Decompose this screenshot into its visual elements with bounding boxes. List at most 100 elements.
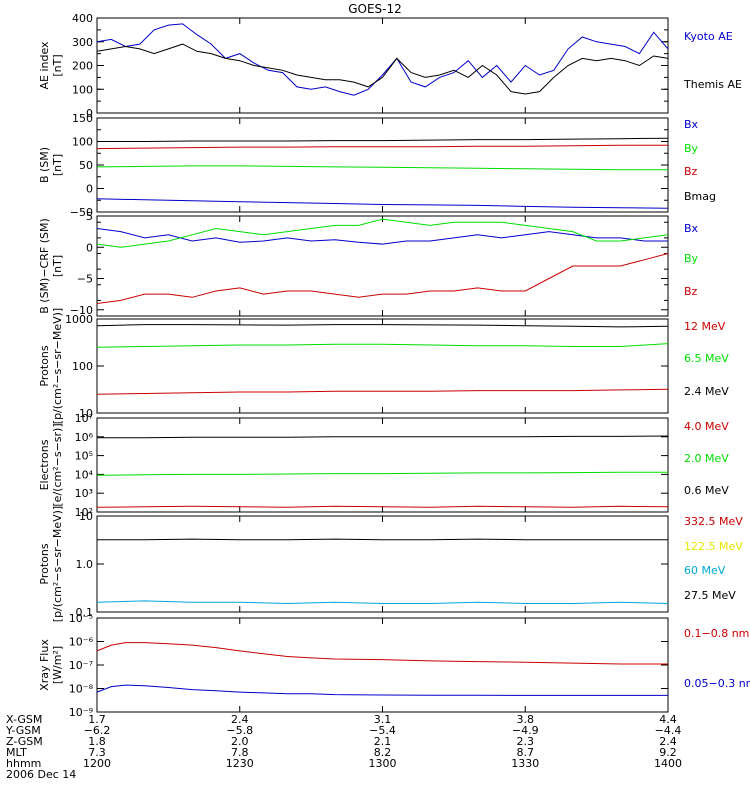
y-tick-label: 10³ — [75, 487, 93, 500]
y-axis-label: [p/(cm²−s−sr−MeV)] — [51, 506, 64, 622]
series-line — [96, 471, 668, 476]
x-row-value: 4.4 — [659, 713, 677, 726]
y-tick-label: 10⁻⁹ — [69, 706, 93, 719]
y-tick-label: 10⁻⁵ — [69, 612, 93, 625]
x-row-value: 1200 — [83, 757, 111, 770]
x-row-value: 2.0 — [231, 735, 249, 748]
x-row-value: 1400 — [654, 757, 682, 770]
y-tick-label: 100 — [72, 136, 93, 149]
x-row-value: −4.4 — [655, 724, 682, 737]
y-axis-label: [nT] — [51, 54, 64, 76]
y-tick-label: 0 — [86, 107, 93, 120]
panel-5: 10² 10³ 10⁴ 10⁵ 10⁶ 10⁷ Electrons [e/(cm²−s−sr)… — [38, 412, 729, 519]
legend-entry: Themis AE — [683, 78, 742, 91]
x-row-label: Y-GSM — [5, 724, 41, 737]
series-line — [96, 165, 668, 171]
y-axis-label: Protons — [38, 345, 51, 386]
panel-1: 0 100 200 300 400 AE index [nT] Kyoto AE Themis … — [38, 12, 742, 120]
y-tick-label: 1000 — [65, 313, 93, 326]
panel-4: 10 100 1000 Protons [p/(cm²−s−sr−MeV)] 12 MeV… — [38, 308, 729, 424]
legend-entry: 12 MeV — [684, 320, 726, 333]
series-line — [96, 600, 669, 605]
series-line — [96, 198, 669, 209]
x-row-label: X-GSM — [6, 713, 42, 726]
series-line — [97, 137, 669, 142]
x-row-label: Z-GSM — [6, 735, 43, 748]
x-row-value: 7.3 — [88, 746, 106, 759]
y-tick-label: 0 — [86, 241, 93, 254]
y-axis-label: AE index — [38, 41, 51, 90]
x-row-value: 9.2 — [659, 746, 677, 759]
legend-entry: By — [684, 252, 699, 265]
series-line — [97, 538, 668, 541]
series-line — [96, 388, 669, 395]
series-line — [96, 23, 669, 96]
legend-entry: 6.5 MeV — [684, 352, 729, 365]
y-axis-label: [W/m²] — [51, 646, 64, 684]
x-row-value: −5.8 — [226, 724, 253, 737]
legend-entry: Bz — [684, 165, 698, 178]
panel-frame — [96, 318, 669, 414]
series-line — [96, 324, 669, 328]
x-axis-table: X-GSM 1.7 2.4 3.1 3.8 4.4 Y-GSM −6.2 −5.8 −5.4 −4.… — [5, 713, 682, 781]
panel-frame — [96, 515, 669, 613]
series-line — [97, 435, 669, 439]
legend-entry: 2.0 MeV — [684, 452, 729, 465]
panel-frame — [96, 17, 669, 114]
y-axis-label: [nT] — [51, 154, 64, 176]
legend-entry: Bx — [684, 222, 699, 235]
x-row-value: 1.8 — [88, 735, 106, 748]
legend-entry: Kyoto AE — [684, 30, 733, 43]
x-row-label: MLT — [6, 746, 27, 759]
x-row-value: −6.2 — [84, 724, 111, 737]
series-line — [96, 144, 668, 150]
panel-frame — [96, 617, 669, 713]
y-tick-label: 100 — [72, 360, 93, 373]
legend-entry: Bx — [684, 118, 699, 131]
series-line — [96, 642, 668, 665]
y-tick-label: 200 — [72, 60, 93, 73]
series-line — [96, 218, 669, 248]
y-axis-label: B (SM)−CRF (SM) — [38, 218, 51, 314]
y-tick-label: 0.1 — [76, 606, 94, 619]
y-tick-label: 10⁶ — [75, 431, 94, 444]
x-row-value: 3.8 — [517, 713, 535, 726]
panel-3: −10 −5 0 5 B (SM)−CRF (SM) [nT] Bx By Bz — [38, 210, 699, 317]
y-tick-label: −10 — [70, 304, 93, 317]
y-tick-label: 10² — [75, 506, 93, 519]
y-axis-label: Protons — [38, 543, 51, 584]
y-tick-label: 10⁻⁶ — [69, 636, 94, 649]
x-row-value: 2.3 — [517, 735, 535, 748]
y-tick-label: 10 — [79, 510, 93, 523]
x-row-value: 7.8 — [231, 746, 249, 759]
y-axis-label: [e/(cm²−s−sr)] — [51, 423, 64, 506]
legend-entry: 4.0 MeV — [684, 420, 729, 433]
x-row-value: 1.7 — [88, 713, 106, 726]
y-tick-label: 10⁻⁸ — [69, 683, 94, 696]
legend-entry: 2.4 MeV — [684, 385, 729, 398]
legend-entry: 0.6 MeV — [684, 484, 729, 497]
x-row-value: 8.7 — [517, 746, 535, 759]
x-row-value: 8.2 — [374, 746, 392, 759]
y-tick-label: 5 — [86, 210, 93, 223]
y-tick-label: 100 — [72, 83, 93, 96]
y-axis-label: B (SM) — [38, 147, 51, 183]
series-line — [96, 43, 669, 95]
y-tick-label: 50 — [79, 159, 93, 172]
y-tick-label: 400 — [72, 12, 93, 25]
x-row-value: −5.4 — [369, 724, 396, 737]
y-tick-label: 10⁴ — [75, 468, 94, 481]
legend-entry: 60 MeV — [684, 564, 726, 577]
panel-7: 10⁻⁹ 10⁻⁸ 10⁻⁷ 10⁻⁶ 10⁻⁵ Xray Flux [W/m²] 0.1−0… — [38, 612, 750, 719]
series-line — [96, 343, 669, 348]
y-axis-label: Xray Flux — [38, 639, 51, 691]
y-tick-label: 10⁷ — [75, 412, 93, 425]
series-line — [96, 505, 669, 508]
legend-entry: 0.05−0.3 nm — [684, 677, 750, 690]
date-label: 2006 Dec 14 — [6, 768, 76, 781]
y-tick-label: 1.0 — [76, 558, 94, 571]
x-row-value: 2.4 — [659, 735, 677, 748]
y-tick-label: 150 — [72, 112, 93, 125]
y-axis-label: Electrons — [38, 439, 51, 490]
